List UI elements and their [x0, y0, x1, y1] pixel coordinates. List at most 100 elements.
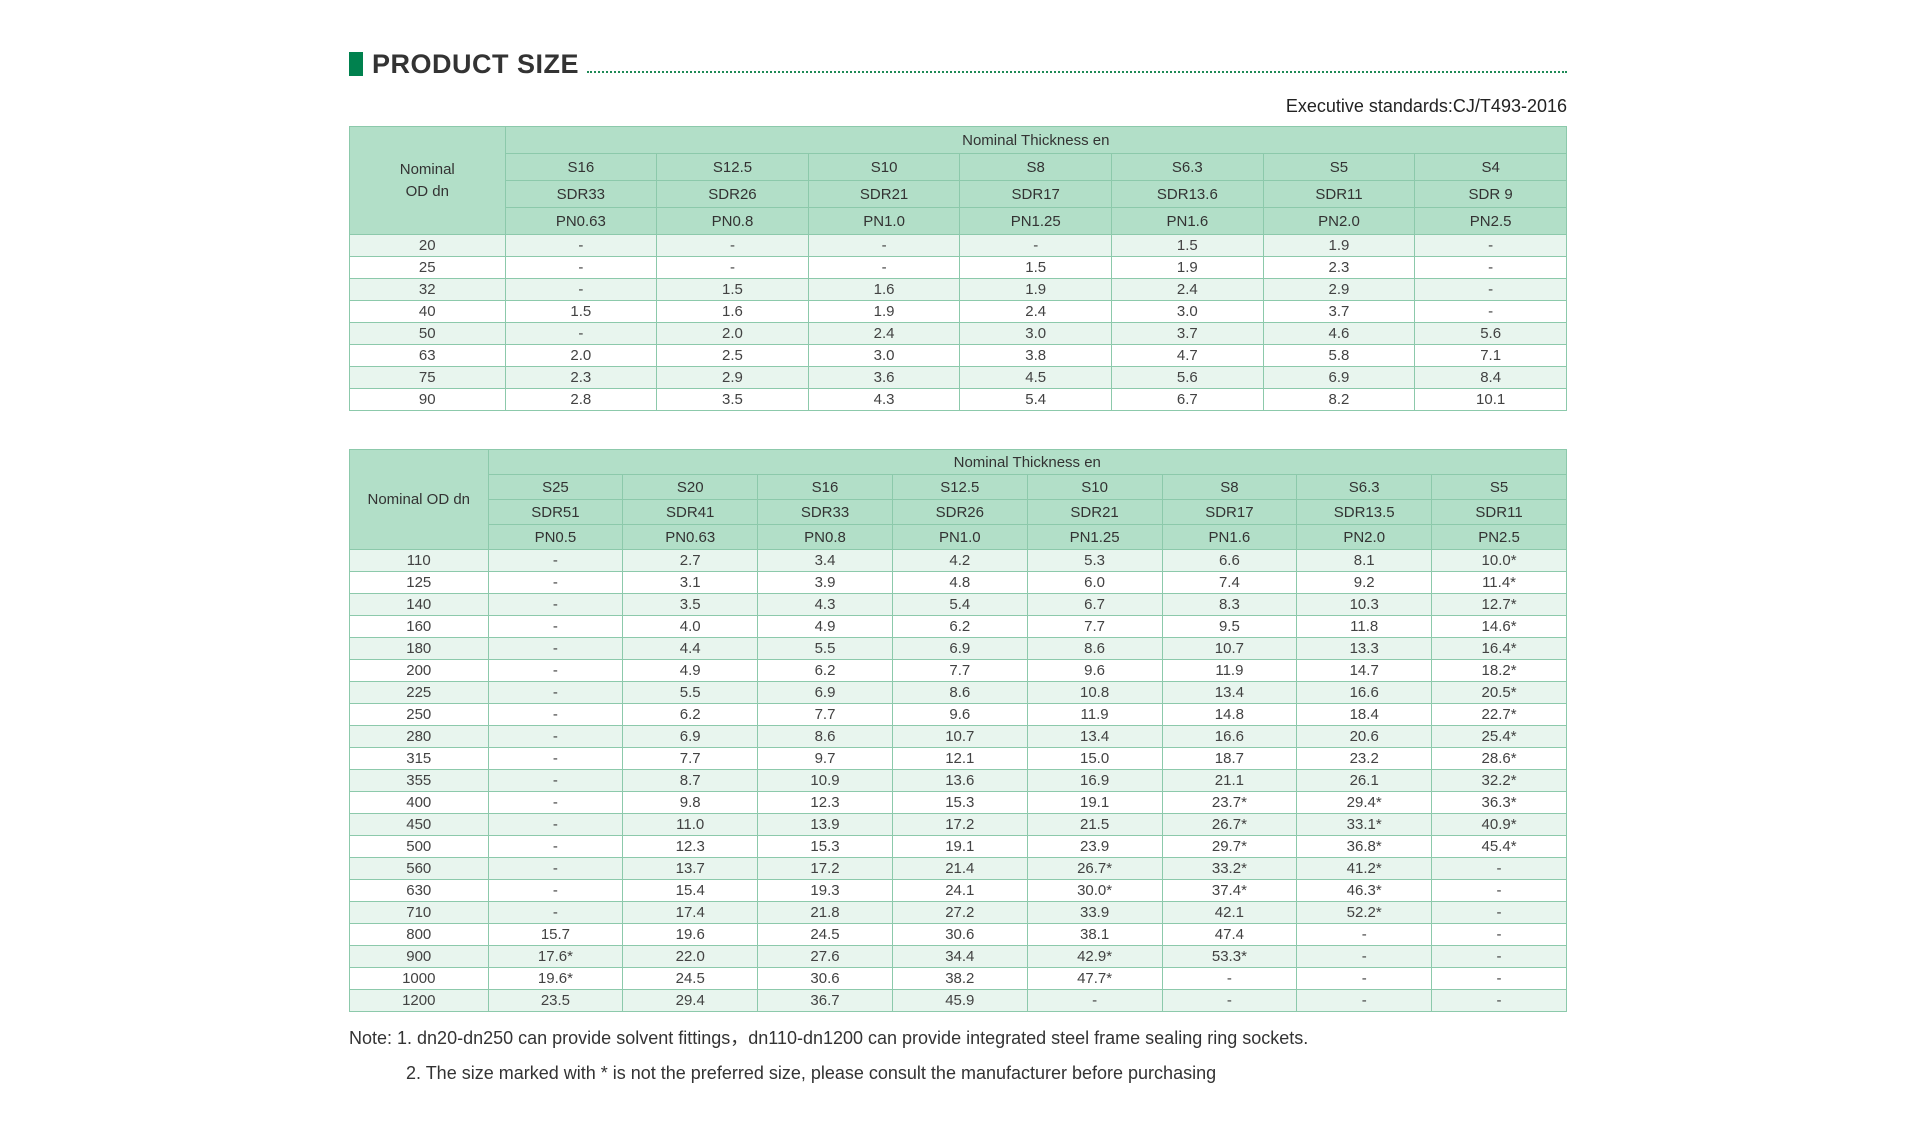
- thickness-cell: 3.5: [622, 593, 759, 616]
- span-header-nominal-thickness: Nominal Thickness en: [487, 449, 1568, 475]
- dn-cell: 20: [349, 234, 506, 257]
- thickness-cell: 17.4: [622, 901, 759, 924]
- thickness-cell: -: [1414, 300, 1567, 323]
- pn-header: PN0.63: [504, 207, 658, 235]
- thickness-cell: 1.9: [959, 278, 1113, 301]
- dn-cell: 225: [349, 681, 489, 704]
- sdr-header-row: SDR33 SDR26 SDR21 SDR17 SDR13.6 SDR11 SDR 9: [350, 180, 1567, 208]
- thickness-cell: 11.9: [1026, 703, 1163, 726]
- corner-label-line: OD dn: [405, 182, 449, 200]
- thickness-cell: 3.0: [959, 322, 1113, 345]
- s-class-header: S5: [1262, 153, 1416, 181]
- dotted-divider: [587, 71, 1567, 73]
- thickness-cell: 8.4: [1414, 366, 1567, 389]
- thickness-cell: 17.6*: [487, 945, 624, 968]
- thickness-cell: 16.9: [1026, 769, 1163, 792]
- thickness-cell: 21.8: [757, 901, 893, 924]
- thickness-cell: 24.5: [622, 967, 759, 990]
- thickness-cell: 9.6: [891, 703, 1028, 726]
- s-class-header: S8: [959, 153, 1113, 181]
- thickness-cell: 15.7: [487, 923, 624, 946]
- thickness-cell: 4.8: [891, 571, 1028, 594]
- table-row-dn-500: 500-12.3 15.3 19.1 23.9 29.7* 36.8* 45.4*: [349, 835, 1567, 858]
- thickness-cell: 10.7: [1161, 637, 1298, 660]
- thickness-cell: -: [1431, 857, 1567, 880]
- thickness-cell: 53.3*: [1161, 945, 1298, 968]
- thickness-cell: 24.5: [757, 923, 893, 946]
- thickness-cell: 36.3*: [1431, 791, 1567, 814]
- thickness-cell: 2.5: [656, 344, 809, 367]
- pn-header: PN2.5: [1414, 207, 1567, 235]
- note-line-1: Note: 1. dn20-dn250 can provide solvent …: [349, 1028, 1309, 1048]
- thickness-cell: 5.8: [1262, 344, 1416, 367]
- thickness-cell: -: [487, 615, 624, 638]
- dn-cell: 560: [349, 857, 489, 880]
- thickness-cell: 52.2*: [1296, 901, 1433, 924]
- sdr-header: SDR33: [504, 180, 658, 208]
- dn-cell: 180: [349, 637, 489, 660]
- thickness-cell: 12.3: [757, 791, 893, 814]
- thickness-cell: -: [1161, 967, 1298, 990]
- sdr-header: SDR11: [1262, 180, 1416, 208]
- thickness-cell: 9.5: [1161, 615, 1298, 638]
- s-class-header: S8: [1161, 474, 1298, 500]
- table-row-dn-140: 140-3.5 4.3 5.4 6.7 8.3 10.3 12.7*: [349, 593, 1567, 616]
- thickness-cell: 6.9: [757, 681, 893, 704]
- dn-cell: 32: [349, 278, 506, 301]
- thickness-cell: -: [1296, 967, 1433, 990]
- thickness-cell: 8.1: [1296, 549, 1433, 572]
- thickness-cell: -: [1431, 967, 1567, 990]
- thickness-cell: 5.4: [959, 388, 1113, 411]
- thickness-cell: 14.8: [1161, 703, 1298, 726]
- thickness-cell: 21.5: [1026, 813, 1163, 836]
- thickness-cell: 1.5: [504, 300, 658, 323]
- thickness-cell: 17.2: [891, 813, 1028, 836]
- thickness-cell: -: [1296, 989, 1433, 1012]
- s-class-header: S10: [807, 153, 961, 181]
- table-row-dn-90: 90 2.8 3.5 4.3 5.4 6.7 8.2 10.1: [349, 388, 1567, 411]
- thickness-cell: -: [504, 256, 658, 279]
- pn-header: PN1.0: [807, 207, 961, 235]
- table-row-dn-315: 315-7.7 9.7 12.1 15.0 18.7 23.2 28.6*: [349, 747, 1567, 770]
- thickness-cell: 1.9: [807, 300, 961, 323]
- sdr-header: SDR21: [1026, 499, 1163, 525]
- sdr-header: SDR26: [656, 180, 809, 208]
- dn-cell: 800: [349, 923, 489, 946]
- thickness-cell: -: [487, 835, 624, 858]
- dn-cell: 160: [349, 615, 489, 638]
- sdr-header: SDR26: [891, 499, 1028, 525]
- pn-header: PN0.5: [487, 524, 624, 550]
- thickness-cell: 6.2: [757, 659, 893, 682]
- table-row-dn-400: 400-9.8 12.3 15.3 19.1 23.7* 29.4* 36.3*: [349, 791, 1567, 814]
- page-title: PRODUCT SIZE: [372, 49, 580, 79]
- dn-cell: 710: [349, 901, 489, 924]
- thickness-cell: 8.3: [1161, 593, 1298, 616]
- thickness-cell: 12.7*: [1431, 593, 1567, 616]
- thickness-cell: 8.7: [622, 769, 759, 792]
- thickness-cell: 7.1: [1414, 344, 1567, 367]
- thickness-cell: 16.6: [1161, 725, 1298, 748]
- thickness-cell: 2.0: [656, 322, 809, 345]
- thickness-cell: 15.3: [757, 835, 893, 858]
- thickness-cell: 6.2: [622, 703, 759, 726]
- thickness-cell: 8.2: [1262, 388, 1416, 411]
- thickness-cell: 10.9: [757, 769, 893, 792]
- thickness-cell: -: [1414, 234, 1567, 257]
- thickness-cell: 26.7*: [1161, 813, 1298, 836]
- thickness-cell: 38.2: [891, 967, 1028, 990]
- sdr-header: SDR21: [807, 180, 961, 208]
- table-row-dn-20: 20- - - -1.5 1.9-: [349, 234, 1567, 257]
- thickness-cell: 6.9: [891, 637, 1028, 660]
- thickness-cell: -: [487, 637, 624, 660]
- thickness-cell: 1.5: [656, 278, 809, 301]
- thickness-cell: 47.7*: [1026, 967, 1163, 990]
- thickness-cell: 12.1: [891, 747, 1028, 770]
- pn-header: PN2.5: [1431, 524, 1567, 550]
- thickness-cell: 18.7: [1161, 747, 1298, 770]
- thickness-cell: 13.3: [1296, 637, 1433, 660]
- table-row-dn-900: 900 17.6* 22.0 27.6 34.4 42.9* 53.3* - -: [349, 945, 1567, 968]
- thickness-cell: 1.6: [656, 300, 809, 323]
- thickness-cell: -: [487, 703, 624, 726]
- pn-header-row: PN0.5 PN0.63 PN0.8 PN1.0 PN1.25 PN1.6 PN2.0 PN2…: [350, 524, 1567, 550]
- thickness-cell: -: [1296, 945, 1433, 968]
